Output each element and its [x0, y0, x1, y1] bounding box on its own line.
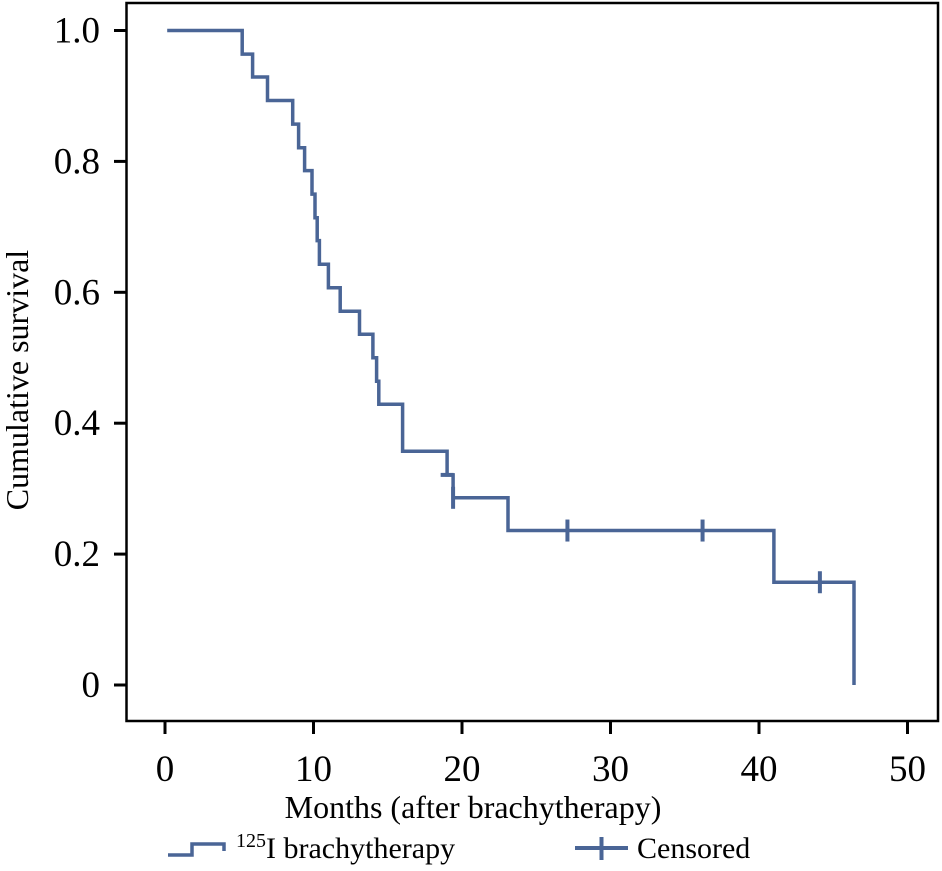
plot-area-border [125, 1, 940, 723]
y-tick-label: 0 [82, 665, 101, 706]
y-tick-label: 0.2 [54, 534, 100, 575]
legend-censored-label: Censored [637, 832, 750, 865]
x-axis-ticks: 0 10 20 30 40 50 [156, 722, 926, 790]
chart-legend: 125I brachytherapy Censored [168, 830, 750, 865]
censored-marks-group [440, 472, 822, 594]
survival-step-curve [167, 28, 856, 685]
y-tick-label: 0.6 [54, 272, 100, 313]
y-tick-label: 0.8 [54, 141, 100, 182]
x-tick-label: 50 [889, 749, 926, 790]
legend-series-label: 125I brachytherapy [236, 830, 455, 865]
x-tick-label: 0 [156, 749, 175, 790]
x-tick-label: 40 [741, 749, 778, 790]
y-tick-label: 0.4 [54, 403, 100, 444]
x-tick-label: 20 [444, 749, 481, 790]
x-axis-title: Months (after brachytherapy) [285, 789, 662, 825]
x-tick-label: 10 [295, 749, 332, 790]
legend-censored-plus-icon [575, 837, 628, 860]
legend-step-glyph-icon [168, 842, 226, 857]
y-axis-title: Cumulative survival [0, 250, 35, 511]
x-tick-label: 30 [592, 749, 629, 790]
y-tick-label: 1.0 [54, 11, 100, 52]
y-axis-ticks: 1.0 0.8 0.6 0.4 0.2 0 [54, 11, 126, 706]
